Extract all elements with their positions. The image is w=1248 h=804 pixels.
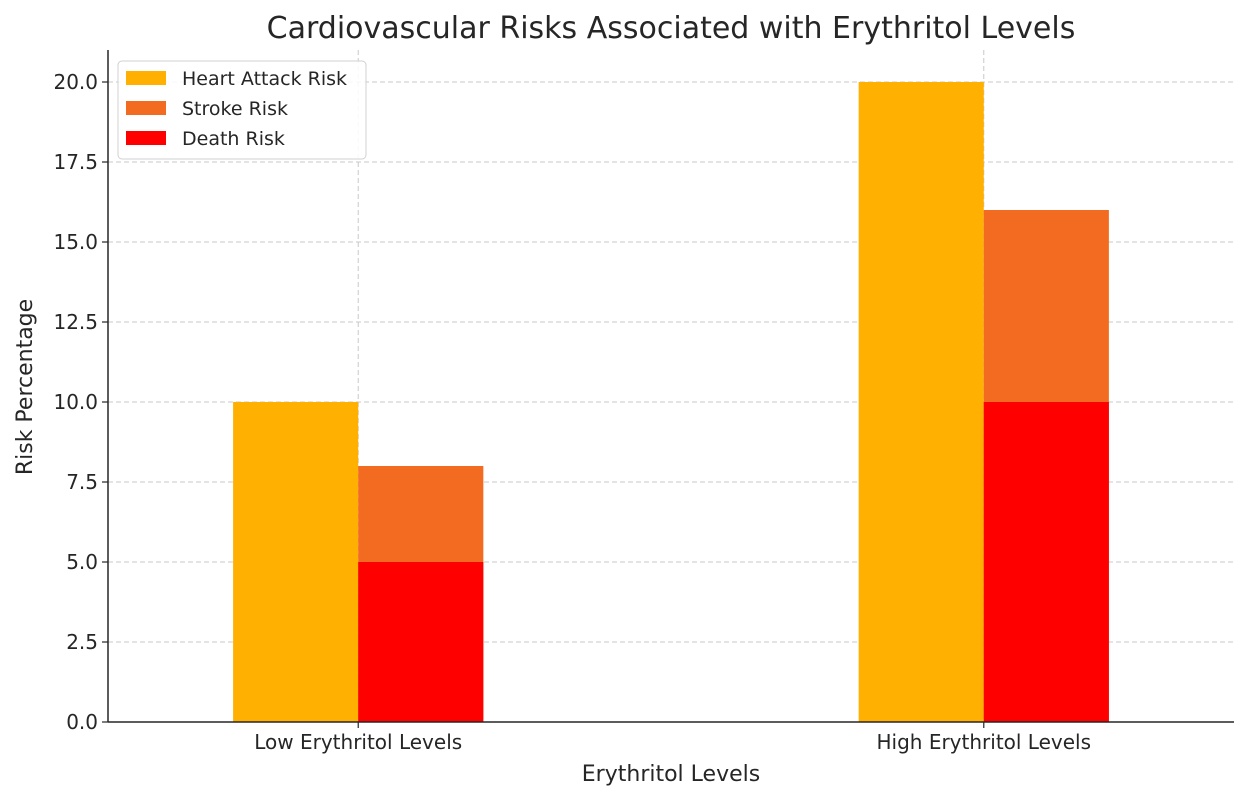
bar-death-risk-0 <box>358 562 484 722</box>
legend-swatch <box>126 131 166 145</box>
x-axis-label: Erythritol Levels <box>582 762 760 787</box>
chart-title: Cardiovascular Risks Associated with Ery… <box>267 11 1076 46</box>
legend-swatch <box>126 71 166 85</box>
legend-swatch <box>126 101 166 115</box>
legend-box <box>117 60 367 160</box>
y-tick-label: 10.0 <box>53 390 98 414</box>
y-tick-label: 20.0 <box>53 70 98 94</box>
y-axis-label: Risk Percentage <box>13 299 38 475</box>
y-tick-label: 0.0 <box>66 710 98 734</box>
axes <box>102 50 1234 728</box>
tick-labels: 0.0 2.5 5.0 7.5 10.0 12.5 15.0 17.5 20.0 Low Eryt… <box>53 70 1091 754</box>
y-tick-label: 15.0 <box>53 230 98 254</box>
y-tick-label: 2.5 <box>66 630 98 654</box>
x-tick-label: Low Erythritol Levels <box>254 730 462 754</box>
legend-label: Heart Attack Risk <box>182 68 347 90</box>
x-tick-label: High Erythritol Levels <box>877 730 1092 754</box>
bar-death-risk-1 <box>983 402 1109 722</box>
legend-label: Death Risk <box>182 128 285 150</box>
legend-label: Stroke Risk <box>182 98 288 120</box>
bars <box>233 82 1109 722</box>
bar-heart-attack-risk-1 <box>858 82 984 722</box>
y-tick-label: 12.5 <box>53 310 98 334</box>
y-tick-label: 5.0 <box>66 550 98 574</box>
y-tick-label: 17.5 <box>53 150 98 174</box>
y-tick-label: 7.5 <box>66 470 98 494</box>
bar-heart-attack-risk-0 <box>233 402 359 722</box>
legend: Heart Attack Risk Stroke Risk Death Risk <box>117 60 367 160</box>
